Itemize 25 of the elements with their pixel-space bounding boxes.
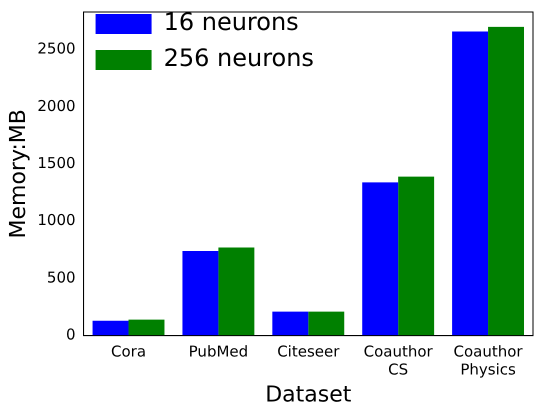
y-tick-label: 1000 <box>37 211 76 230</box>
y-tick-label: 0 <box>66 325 76 344</box>
bar <box>398 176 434 336</box>
bar <box>92 320 129 336</box>
bar <box>218 248 254 336</box>
bar <box>128 320 164 336</box>
bar <box>182 250 218 336</box>
x-tick-label: Citeseer <box>277 342 340 360</box>
x-tick-label: Cora <box>111 342 146 360</box>
y-axis-title: Memory:MB <box>6 109 31 238</box>
legend-label: 256 neurons <box>164 44 314 72</box>
legend-label: 16 neurons <box>164 8 299 36</box>
x-tick-label: PubMed <box>188 342 248 360</box>
y-tick-label: 500 <box>46 268 76 286</box>
x-tick-label: Coauthor CS <box>364 342 434 378</box>
y-tick-label: 2500 <box>37 40 76 58</box>
bar <box>452 31 488 336</box>
x-axis-title: Dataset <box>265 382 352 408</box>
x-tick-label: Coauthor Physics <box>454 342 524 378</box>
bar <box>272 312 308 336</box>
bar <box>362 182 398 336</box>
y-tick-label: 1500 <box>37 154 76 172</box>
y-tick-label: 2000 <box>37 96 76 115</box>
bar <box>308 312 344 336</box>
bar <box>488 26 524 336</box>
